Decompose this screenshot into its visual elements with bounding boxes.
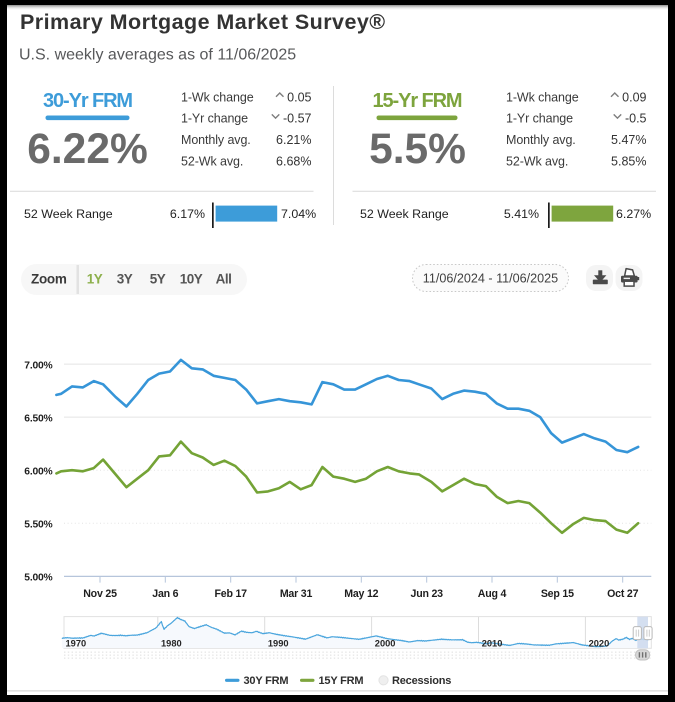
svg-text:1970: 1970 [66, 638, 87, 648]
svg-text:15Y FRM: 15Y FRM [319, 675, 364, 687]
svg-text:-0.57: -0.57 [283, 112, 312, 126]
svg-text:6.21%: 6.21% [276, 133, 311, 147]
svg-text:All: All [216, 271, 232, 286]
svg-text:5.00%: 5.00% [24, 573, 52, 584]
svg-text:6.22%: 6.22% [27, 126, 148, 173]
svg-text:0.09: 0.09 [622, 90, 646, 104]
svg-text:15-Yr FRM: 15-Yr FRM [372, 90, 461, 112]
svg-text:6.27%: 6.27% [616, 207, 651, 221]
svg-text:7.00%: 7.00% [24, 360, 52, 371]
svg-text:Jun 23: Jun 23 [411, 588, 444, 600]
svg-text:6.68%: 6.68% [276, 154, 311, 168]
svg-text:1-Yr change: 1-Yr change [506, 112, 573, 126]
svg-text:30Y FRM: 30Y FRM [244, 675, 289, 687]
svg-text:Jan 6: Jan 6 [152, 588, 178, 600]
svg-text:U.S. weekly averages as of 11/: U.S. weekly averages as of 11/06/2025 [19, 47, 296, 64]
svg-text:7.04%: 7.04% [281, 207, 316, 221]
svg-text:5.5%: 5.5% [369, 126, 466, 173]
svg-text:5Y: 5Y [150, 271, 166, 286]
svg-text:Feb 17: Feb 17 [215, 588, 248, 600]
svg-text:11/06/2024 - 11/06/2025: 11/06/2024 - 11/06/2025 [423, 271, 558, 285]
svg-text:6.00%: 6.00% [24, 466, 52, 477]
svg-text:Nov 25: Nov 25 [83, 588, 117, 600]
svg-text:-0.5: -0.5 [625, 112, 647, 126]
svg-text:30-Yr FRM: 30-Yr FRM [43, 90, 132, 112]
svg-text:Primary Mortgage Market Survey: Primary Mortgage Market Survey® [20, 10, 386, 34]
svg-text:Sep 15: Sep 15 [541, 588, 574, 600]
svg-text:May 12: May 12 [344, 588, 378, 600]
svg-text:1Y: 1Y [87, 271, 103, 286]
svg-text:1-Wk change: 1-Wk change [181, 90, 254, 104]
svg-text:Oct 27: Oct 27 [607, 588, 638, 600]
svg-text:52 Week Range: 52 Week Range [360, 207, 449, 221]
svg-text:2010: 2010 [482, 638, 503, 648]
svg-text:52-Wk avg.: 52-Wk avg. [506, 154, 568, 168]
svg-text:0.05: 0.05 [287, 90, 311, 104]
svg-text:10Y: 10Y [180, 271, 203, 286]
svg-text:Aug 4: Aug 4 [478, 588, 507, 600]
svg-text:1980: 1980 [161, 638, 182, 648]
svg-text:52 Week Range: 52 Week Range [24, 207, 113, 221]
svg-text:6.17%: 6.17% [170, 207, 205, 221]
svg-text:5.85%: 5.85% [611, 154, 646, 168]
svg-text:Zoom: Zoom [31, 271, 67, 286]
svg-text:52-Wk avg.: 52-Wk avg. [181, 154, 243, 168]
svg-text:5.47%: 5.47% [611, 133, 646, 147]
svg-text:5.50%: 5.50% [24, 520, 52, 531]
svg-text:Mar 31: Mar 31 [280, 588, 313, 600]
svg-text:Monthly avg.: Monthly avg. [506, 133, 576, 147]
svg-text:1-Wk change: 1-Wk change [506, 90, 579, 104]
svg-text:Recessions: Recessions [392, 675, 451, 687]
svg-text:3Y: 3Y [117, 271, 133, 286]
svg-text:1-Yr change: 1-Yr change [181, 112, 248, 126]
svg-text:6.50%: 6.50% [24, 413, 52, 424]
svg-text:2020: 2020 [589, 638, 610, 648]
svg-text:2000: 2000 [375, 638, 396, 648]
svg-text:5.41%: 5.41% [504, 207, 539, 221]
svg-text:1990: 1990 [268, 638, 289, 648]
svg-text:Monthly avg.: Monthly avg. [181, 133, 251, 147]
